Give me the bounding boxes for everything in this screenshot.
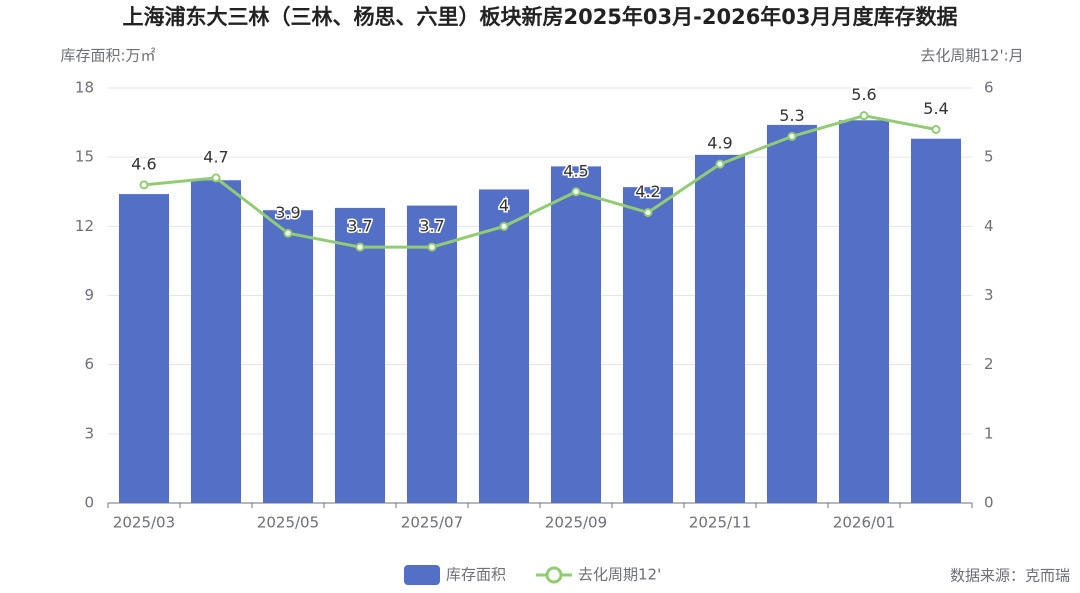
data-label: 4	[499, 196, 509, 215]
data-label: 4.7	[203, 147, 228, 166]
legend-label: 去化周期12'	[578, 566, 661, 584]
x-tick-label: 2025/07	[401, 514, 463, 532]
data-label: 3.9	[275, 203, 300, 222]
line-point	[499, 221, 509, 231]
data-label: 4.5	[563, 161, 588, 180]
data-label: 4.2	[635, 182, 660, 201]
y-tick-label: 9	[84, 286, 94, 304]
bar	[695, 154, 745, 503]
line-point	[643, 208, 653, 217]
x-tick-label: 2025/05	[257, 514, 319, 532]
legend-swatch	[545, 566, 563, 584]
line-point	[859, 111, 869, 121]
bar	[191, 180, 241, 503]
data-label: 5.6	[851, 85, 876, 104]
legend-label: 库存面积	[446, 566, 506, 584]
y2-tick-label: 4	[984, 217, 994, 235]
y-tick-label: 15	[75, 148, 94, 166]
y2-tick-label: 0	[984, 494, 994, 512]
line-point	[715, 159, 725, 169]
data-label: 3.7	[347, 217, 372, 236]
bar	[263, 210, 313, 503]
bar	[839, 120, 889, 504]
data-label: 5.4	[923, 99, 948, 118]
line-point	[427, 242, 437, 252]
y-tick-label: 3	[84, 424, 94, 442]
line-point	[787, 131, 797, 141]
chart-title: 上海浦东大三林（三林、杨思、六里）板块新房2025年03月-2026年03月月度…	[122, 5, 957, 29]
x-tick-label: 2025/03	[113, 514, 175, 532]
y-axis-label: 库存面积:万㎡	[60, 47, 155, 65]
y2-tick-label: 5	[984, 148, 994, 166]
y2-tick-label: 2	[984, 355, 994, 373]
bar	[335, 207, 385, 503]
line-point	[211, 173, 221, 183]
x-tick-label: 2025/09	[545, 514, 607, 532]
bar	[119, 194, 169, 504]
data-label: 4.9	[707, 134, 732, 153]
line-point	[139, 180, 149, 190]
line-point	[931, 125, 941, 134]
bar	[911, 138, 961, 503]
y-tick-label: 6	[84, 355, 94, 373]
line-point	[283, 228, 293, 238]
bar	[623, 187, 673, 503]
bar	[407, 205, 457, 504]
data-label: 5.3	[779, 106, 804, 125]
x-tick-label: 2026/01	[833, 514, 895, 532]
y-tick-label: 18	[75, 79, 94, 97]
line-point	[571, 187, 581, 197]
y2-axis-label: 去化周期12':月	[920, 47, 1023, 65]
y-tick-label: 0	[84, 494, 94, 512]
y-tick-label: 12	[75, 217, 94, 235]
line	[143, 114, 937, 249]
legend-swatch	[404, 565, 440, 585]
bar	[767, 124, 817, 503]
data-label: 4.6	[131, 154, 156, 173]
line-point	[355, 242, 365, 252]
bar	[479, 189, 529, 503]
x-tick-label: 2025/11	[689, 514, 751, 532]
source: 数据来源：克而瑞	[950, 567, 1070, 585]
y2-tick-label: 3	[984, 286, 994, 304]
y2-tick-label: 6	[984, 79, 994, 97]
bar	[551, 166, 601, 503]
y2-tick-label: 1	[984, 424, 994, 442]
data-label: 3.7	[419, 217, 444, 236]
